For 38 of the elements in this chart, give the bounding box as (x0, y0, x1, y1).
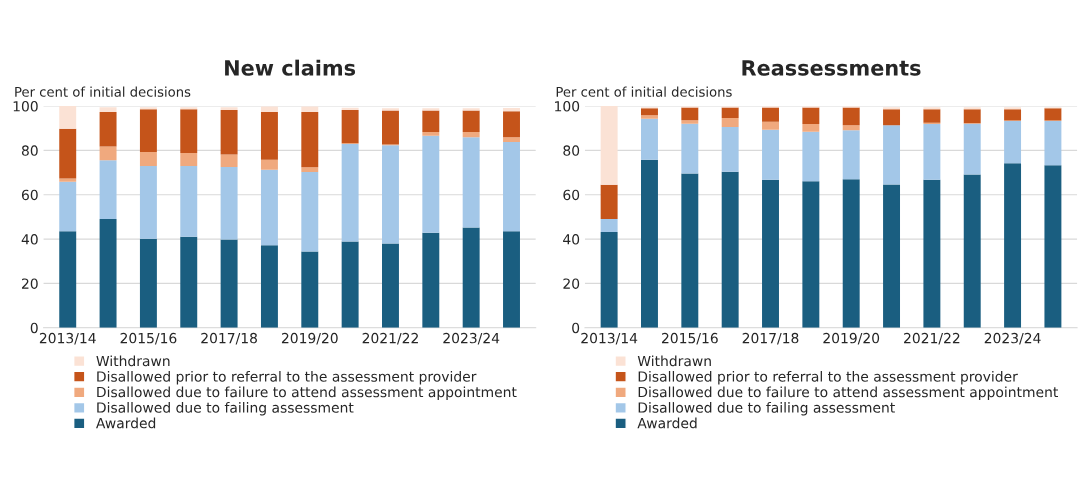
x-tick-label: 2017/18 (742, 332, 799, 345)
y-tick-label: 80 (21, 145, 38, 156)
y-tick-label: 0 (30, 322, 38, 334)
y-tick-label: 80 (563, 145, 580, 156)
x-tick-label: 2021/22 (362, 332, 418, 345)
y-tick-label: 100 (555, 101, 580, 112)
legend-label: Withdrawn (96, 355, 170, 367)
legend-label: Disallowed due to failing assessment (97, 402, 354, 416)
legend-label: Disallowed due to failure to attend assessment appointment (97, 386, 517, 400)
x-tick-label: 2019/20 (281, 332, 338, 345)
x-tick-label: 2015/16 (120, 332, 177, 345)
legend-label: Disallowed due to failure to attend assessment appointment (638, 386, 1058, 400)
y-tick-label: 60 (563, 189, 580, 201)
x-tick-label: 2019/20 (823, 332, 880, 345)
chart-title: Reassessments (742, 60, 921, 76)
y-tick-label: 60 (21, 189, 38, 201)
legend-label: Disallowed due to failing assessment (638, 402, 895, 416)
y-tick-label: 40 (21, 234, 38, 245)
x-tick-label: 2013/14 (39, 332, 96, 345)
y-tick-label: 20 (22, 278, 38, 289)
x-tick-label: 2023/24 (443, 332, 500, 345)
x-tick-label: 2015/16 (661, 332, 718, 345)
y-axis-title: Per cent of initial decisions (15, 86, 191, 97)
x-tick-label: 2017/18 (201, 332, 257, 345)
x-tick-label: 2021/22 (904, 332, 960, 345)
legend-label: Awarded (637, 417, 697, 429)
x-tick-label: 2013/14 (581, 332, 638, 345)
y-tick-label: 100 (13, 101, 38, 112)
y-tick-label: 20 (563, 278, 580, 289)
y-axis-title: Per cent of initial decisions (556, 86, 732, 97)
y-tick-label: 40 (563, 234, 580, 245)
chart-title: New claims (225, 59, 356, 76)
legend-label: Withdrawn (637, 355, 711, 367)
legend-label: Disallowed prior to referral to the assessment provider (97, 371, 477, 385)
legend-label: Disallowed prior to referral to the assessment provider (638, 371, 1018, 385)
legend-label: Awarded (96, 417, 156, 429)
y-tick-label: 0 (572, 322, 580, 334)
x-tick-label: 2023/24 (984, 332, 1041, 345)
